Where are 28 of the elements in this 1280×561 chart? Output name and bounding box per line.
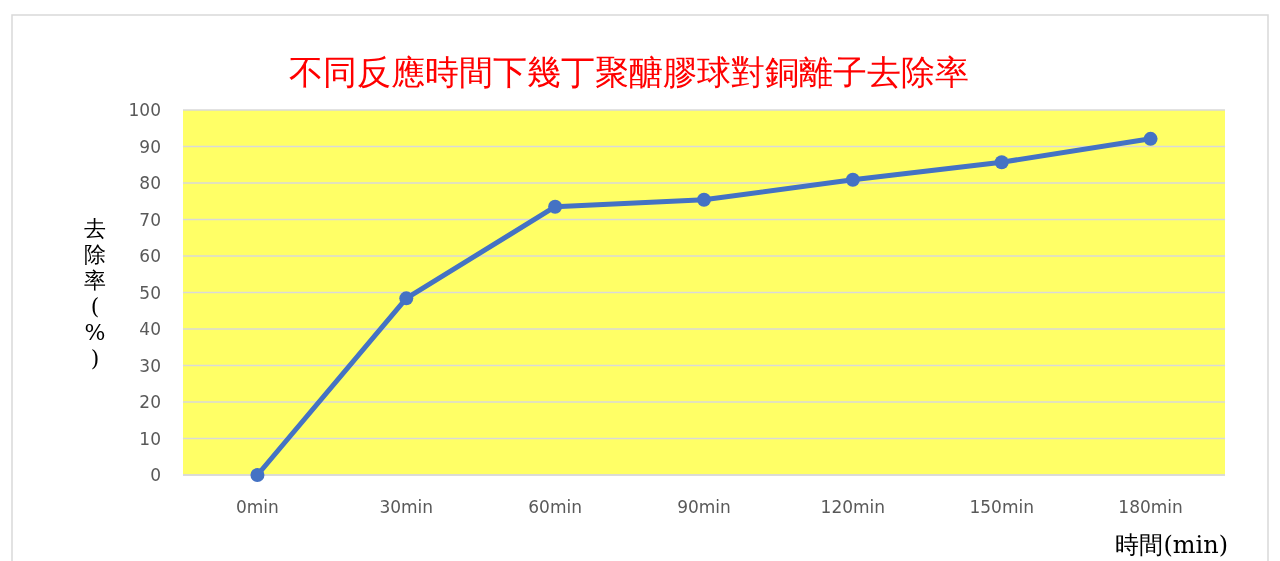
x-tick-label: 180min bbox=[1118, 497, 1183, 517]
y-tick-label: 50 bbox=[139, 282, 161, 303]
point bbox=[697, 192, 711, 207]
y-tick-label: 100 bbox=[128, 100, 161, 120]
x-tick-label: 120min bbox=[820, 497, 886, 517]
y-tick-label: 10 bbox=[139, 428, 161, 449]
x-tick-label: 0min bbox=[235, 497, 279, 517]
point bbox=[1143, 131, 1158, 146]
x-tick-label: 30min bbox=[379, 497, 434, 517]
x-tick-label: 60min bbox=[528, 497, 582, 517]
point bbox=[845, 172, 860, 187]
x-tick-label: 150min bbox=[969, 497, 1034, 517]
y-tick-label: 70 bbox=[139, 209, 161, 230]
y-tick-label: 0 bbox=[150, 465, 161, 485]
x-tick-label: 90min bbox=[677, 497, 731, 517]
point bbox=[994, 155, 1009, 170]
point bbox=[399, 291, 414, 306]
y-tick-label: 80 bbox=[139, 173, 161, 193]
y-tick-label: 40 bbox=[139, 319, 161, 339]
x-axis-title: 時間(min) bbox=[1115, 531, 1228, 559]
point bbox=[548, 199, 563, 214]
y-tick-label: 60 bbox=[139, 246, 161, 266]
chart-title: 不同反應時間下幾丁聚醣膠球對銅離子去除率 bbox=[289, 52, 969, 92]
y-axis-title: 去除率(%) bbox=[84, 215, 106, 371]
y-tick-label: 30 bbox=[139, 355, 161, 376]
point bbox=[250, 468, 265, 482]
y-tick-label: 20 bbox=[139, 392, 161, 412]
y-tick-label: 90 bbox=[139, 136, 161, 157]
